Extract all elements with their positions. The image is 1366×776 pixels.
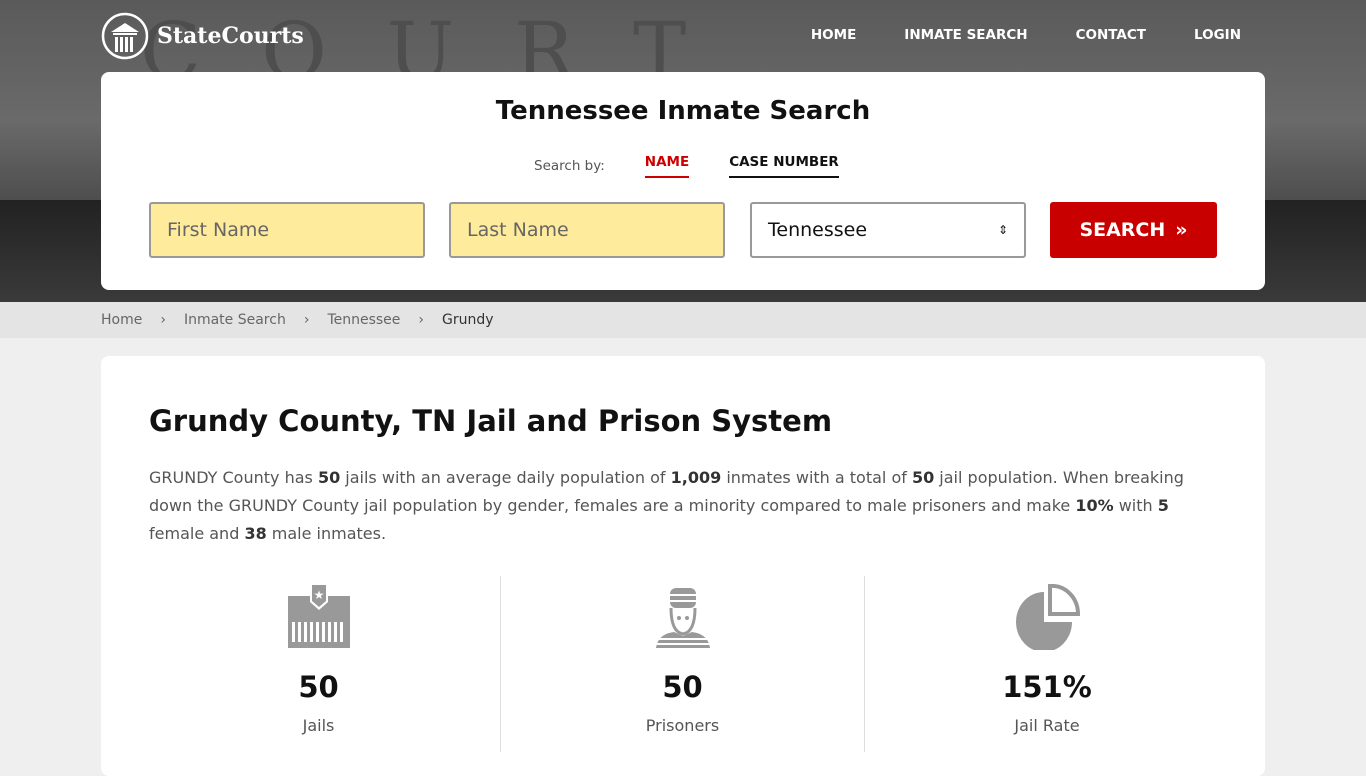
chevron-right-icon: › <box>418 312 425 328</box>
breadcrumb: Home › Inmate Search › Tennessee › Grundy <box>0 302 1366 338</box>
content-card: Grundy County, TN Jail and Prison System… <box>101 356 1265 776</box>
state-value: Tennessee <box>768 219 868 241</box>
search-title: Tennessee Inmate Search <box>495 96 871 126</box>
page-title: Grundy County, TN Jail and Prison System <box>149 404 833 438</box>
stat-label: Jail Rate <box>1014 716 1080 735</box>
last-name-input[interactable]: Last Name <box>449 202 725 258</box>
nav-home[interactable]: HOME <box>810 27 857 43</box>
nav-login[interactable]: LOGIN <box>1194 27 1241 43</box>
prisoner-icon <box>655 588 710 648</box>
stat-value: 151% <box>1002 670 1092 704</box>
breadcrumb-current: Grundy <box>442 312 494 328</box>
nav-inmate-search[interactable]: INMATE SEARCH <box>904 27 1028 43</box>
stat-prisoners: 50 Prisoners <box>501 576 865 752</box>
logo[interactable]: StateCourts <box>101 12 304 60</box>
breadcrumb-tennessee[interactable]: Tennessee <box>327 312 401 328</box>
courthouse-logo-icon <box>101 12 149 60</box>
stat-value: 50 <box>298 670 339 704</box>
nav-contact[interactable]: CONTACT <box>1075 27 1146 43</box>
select-arrows-icon: ⇕ <box>997 223 1008 237</box>
stat-jails: ★ 50 Jails <box>137 576 501 752</box>
stat-label: Jails <box>302 716 335 735</box>
search-by-label: Search by: <box>534 158 605 174</box>
state-select[interactable]: Tennessee ⇕ <box>750 202 1026 258</box>
first-name-input[interactable]: First Name <box>149 202 425 258</box>
svg-text:★: ★ <box>313 588 324 602</box>
logo-text: StateCourts <box>157 23 304 49</box>
tab-case-number[interactable]: CASE NUMBER <box>729 154 839 178</box>
stat-label: Prisoners <box>645 716 720 735</box>
search-button-label: SEARCH <box>1079 219 1166 241</box>
stat-jail-rate: 151% Jail Rate <box>865 576 1229 752</box>
pie-chart-icon <box>1016 583 1081 652</box>
search-card: Tennessee Inmate Search Search by: NAME … <box>101 72 1265 290</box>
chevron-right-icon: › <box>303 312 310 328</box>
breadcrumb-inmate-search[interactable]: Inmate Search <box>183 312 286 328</box>
search-button[interactable]: SEARCH » <box>1050 202 1217 258</box>
jail-icon: ★ <box>287 584 350 648</box>
breadcrumb-home[interactable]: Home <box>101 312 143 328</box>
tab-name[interactable]: NAME <box>644 154 690 178</box>
main-nav: HOME INMATE SEARCH CONTACT LOGIN <box>811 27 1241 43</box>
stat-value: 50 <box>662 670 703 704</box>
double-chevron-right-icon: » <box>1175 219 1188 241</box>
summary-text: GRUNDY County has 50 jails with an avera… <box>149 468 1184 543</box>
chevron-right-icon: › <box>160 312 166 328</box>
